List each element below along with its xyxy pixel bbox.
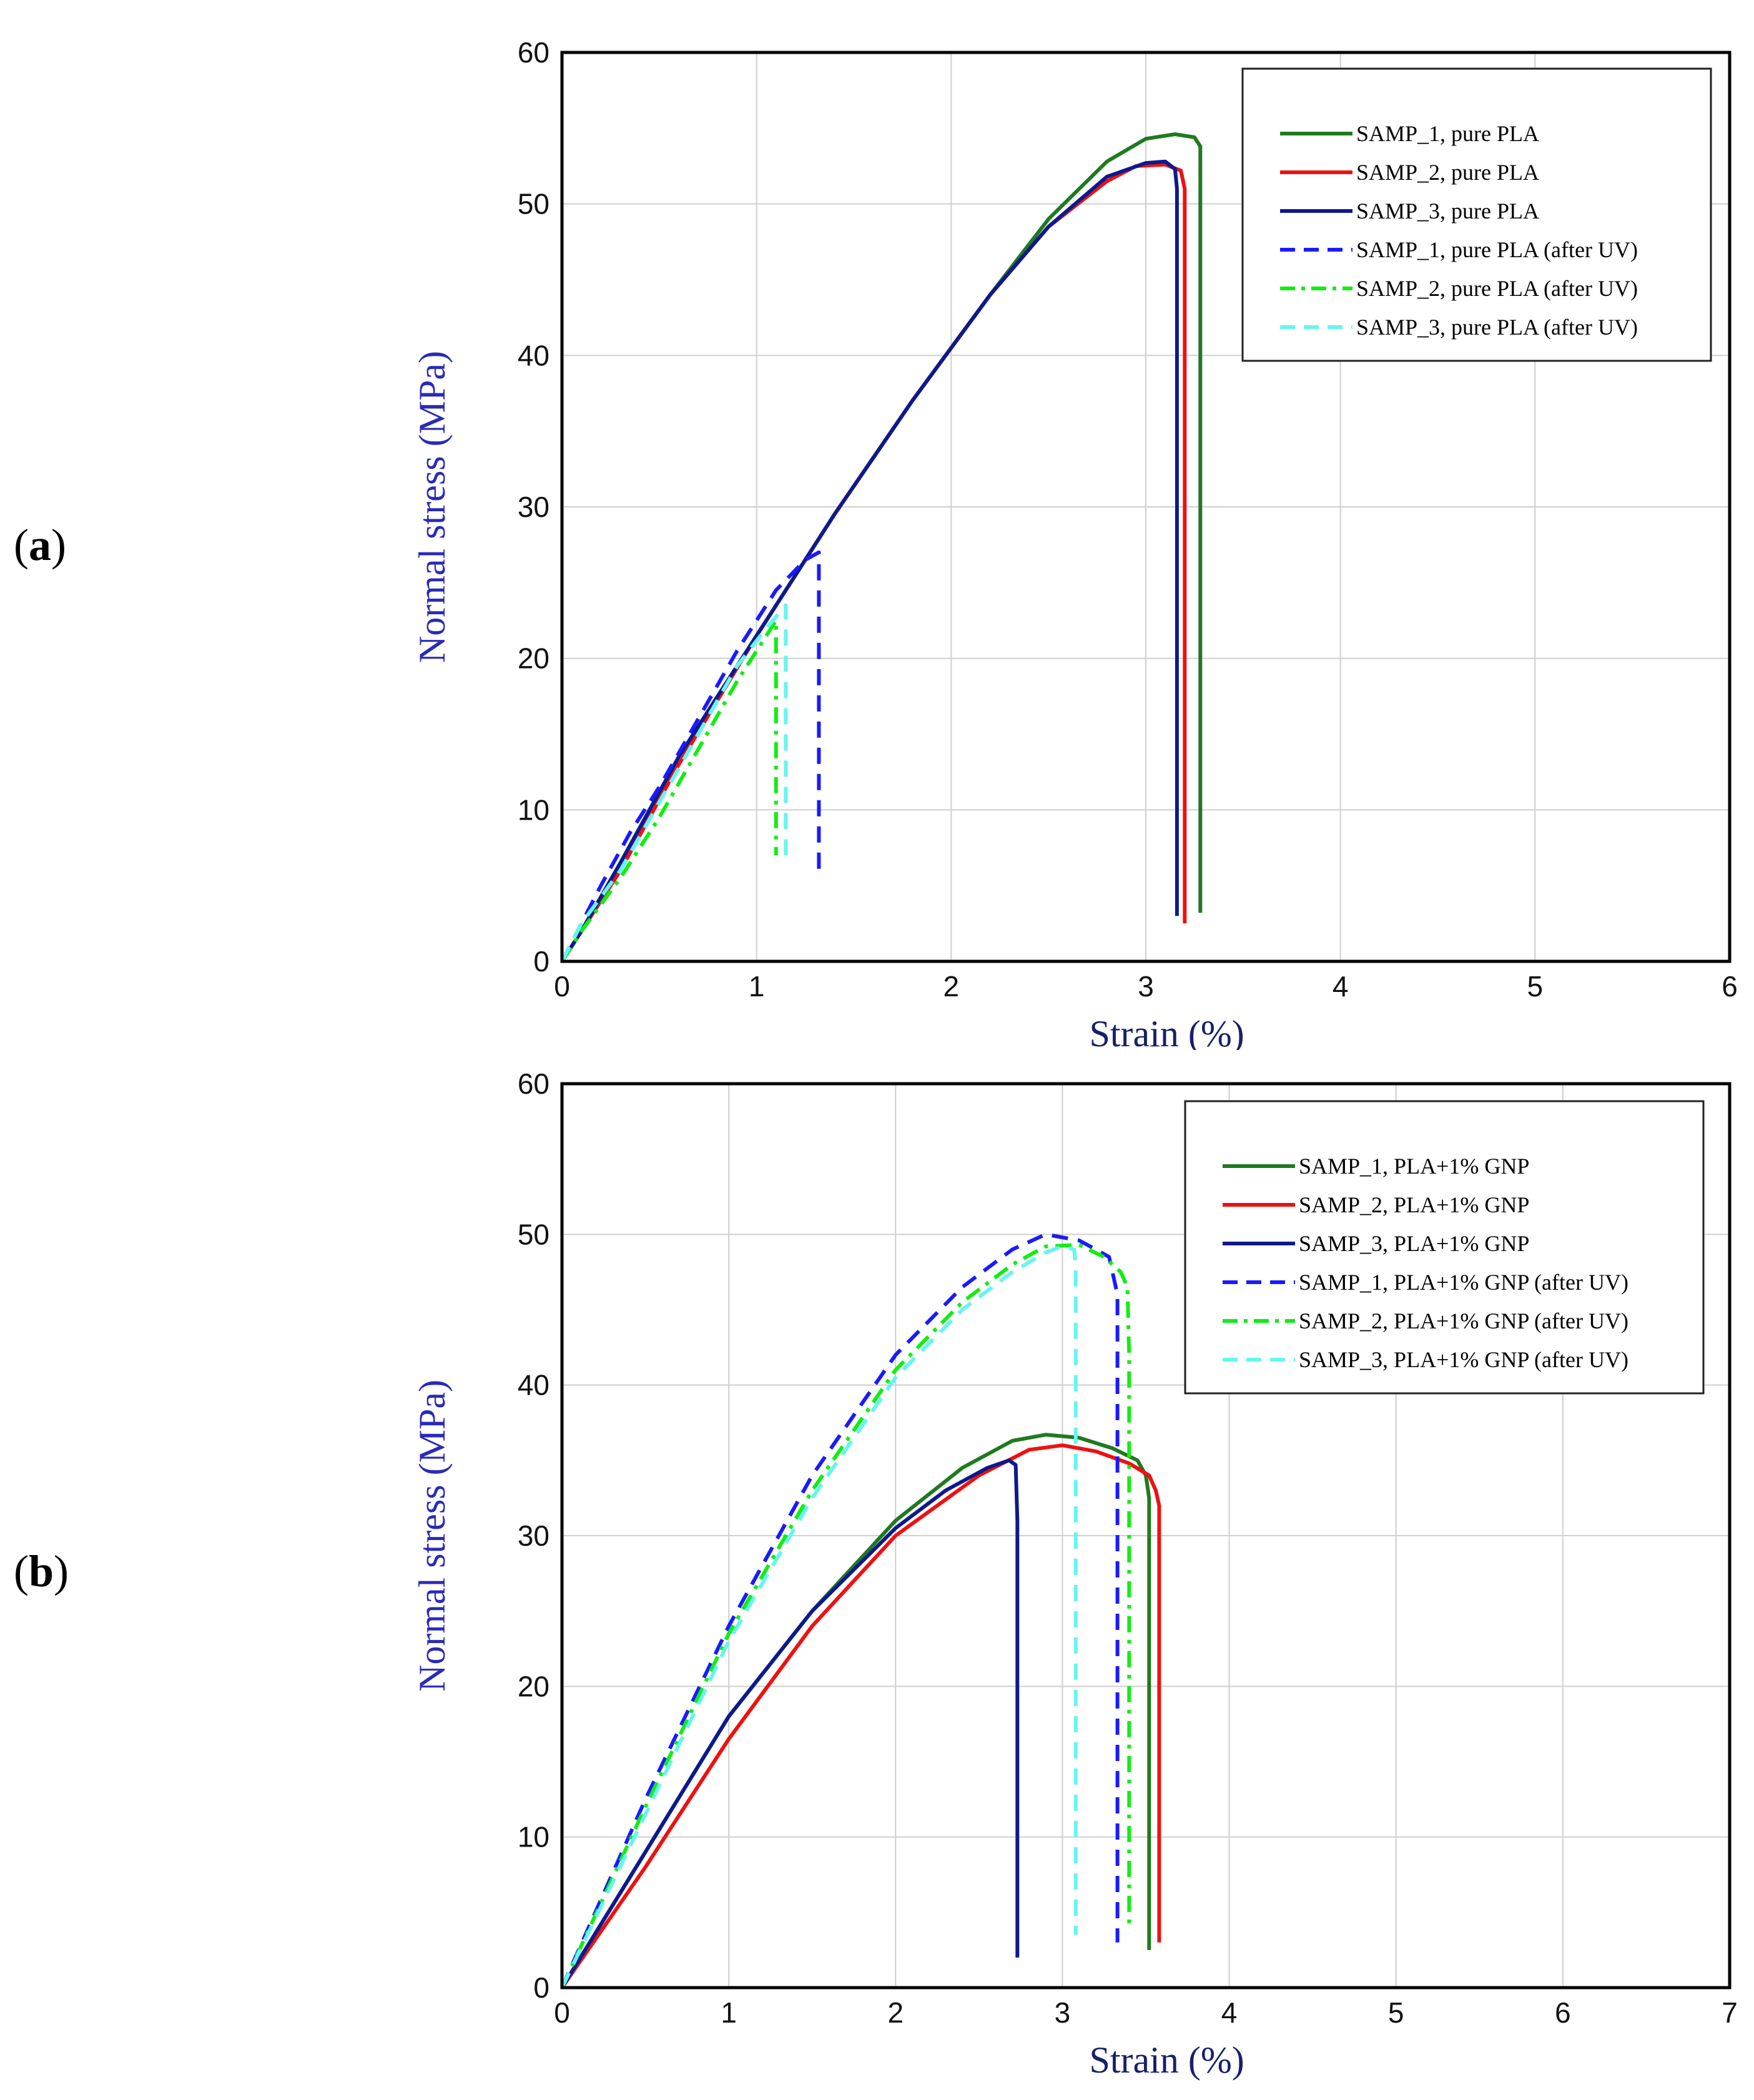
x-tick-label-a-0: 0: [554, 970, 570, 1003]
legend-box-b: [1184, 1100, 1705, 1395]
x-tick-label-b-3: 3: [1055, 1996, 1071, 2029]
series-line-b-2: [560, 1458, 1020, 1989]
y-tick-label-b-6: 60: [518, 1067, 549, 1100]
series-line-b-1: [560, 1443, 1161, 1989]
plot-frame-a: [560, 51, 1732, 963]
y-axis-title-a: Normal stress (MPa): [411, 351, 453, 663]
series-line-b-0: [560, 1433, 1151, 1989]
series-line-b-4: [560, 1243, 1131, 1989]
legend-label-a-5: SAMP_3, pure PLA (after UV): [1356, 315, 1638, 340]
y-tick-label-a-4: 40: [518, 339, 549, 371]
chart-b: 0 1 2 3 4 5 6 7 0 10 20 30 40 50 60 Strain (%) Normal st…: [411, 1067, 1738, 2081]
y-tick-label-a-3: 30: [518, 491, 549, 523]
x-tick-label-a-2: 2: [944, 970, 960, 1003]
x-tick-label-a-5: 5: [1527, 970, 1544, 1003]
x-tick-label-b-4: 4: [1221, 1996, 1238, 2029]
x-tick-label-b-5: 5: [1388, 1996, 1404, 2029]
y-tick-label-b-0: 0: [533, 1971, 549, 2004]
series-line-a-2: [560, 159, 1179, 963]
x-axis-title-b: Strain (%): [1090, 2039, 1244, 2081]
x-tick-label-b-0: 0: [554, 1996, 570, 2029]
series-line-a-5: [560, 603, 788, 963]
y-axis-title-b: Normal stress (MPa): [411, 1380, 453, 1692]
series-line-a-4: [560, 619, 778, 963]
x-tick-label-a-1: 1: [749, 970, 765, 1003]
series-line-b-5: [560, 1244, 1078, 1989]
x-tick-label-b-2: 2: [887, 1996, 904, 2029]
legend-label-b-5: SAMP_3, PLA+1% GNP (after UV): [1299, 1347, 1628, 1372]
y-tick-label-a-5: 50: [518, 188, 549, 220]
panel-letter-a: a: [28, 520, 51, 570]
y-tick-label-b-5: 50: [518, 1218, 549, 1250]
legend-label-b-1: SAMP_2, PLA+1% GNP: [1299, 1192, 1529, 1217]
y-tick-label-b-4: 40: [518, 1369, 549, 1401]
legend-box-a: [1241, 67, 1712, 362]
legend-label-b-3: SAMP_1, PLA+1% GNP (after UV): [1299, 1270, 1628, 1295]
y-tick-label-a-2: 20: [518, 642, 549, 675]
legend-label-a-2: SAMP_3, pure PLA: [1356, 199, 1539, 223]
legend-label-b-0: SAMP_1, PLA+1% GNP: [1299, 1154, 1529, 1179]
legend-label-a-0: SAMP_1, pure PLA: [1356, 121, 1539, 146]
series-line-a-1: [560, 162, 1187, 963]
x-tick-label-b-1: 1: [721, 1996, 737, 2029]
legend-label-b-4: SAMP_2, PLA+1% GNP (after UV): [1299, 1308, 1628, 1333]
x-tick-label-b-7: 7: [1722, 1996, 1738, 2029]
y-tick-label-b-1: 10: [518, 1821, 549, 1853]
x-tick-label-b-6: 6: [1555, 1996, 1571, 2029]
y-tick-label-a-6: 60: [518, 36, 549, 69]
series-line-a-0: [560, 132, 1203, 963]
series-line-a-3: [560, 550, 821, 963]
y-tick-label-a-0: 0: [533, 945, 549, 978]
x-tick-label-a-3: 3: [1138, 970, 1154, 1003]
plot-frame-b: [560, 1082, 1732, 1990]
panel-label-b: (b): [14, 1546, 69, 1596]
panel-label-a: (a): [14, 520, 66, 570]
panel-letter-b: b: [28, 1546, 54, 1596]
x-tick-label-a-4: 4: [1333, 970, 1349, 1003]
legend-label-a-4: SAMP_2, pure PLA (after UV): [1356, 276, 1638, 301]
legend-label-a-1: SAMP_2, pure PLA: [1356, 160, 1539, 185]
series-line-b-3: [560, 1232, 1120, 1989]
legend-label-b-2: SAMP_3, PLA+1% GNP: [1299, 1231, 1529, 1256]
y-tick-label-a-1: 10: [518, 793, 549, 826]
x-axis-title-a: Strain (%): [1090, 1013, 1244, 1050]
legend-label-a-3: SAMP_1, pure PLA (after UV): [1356, 237, 1638, 262]
y-tick-label-b-3: 30: [518, 1519, 549, 1552]
y-tick-label-b-2: 20: [518, 1670, 549, 1702]
x-tick-label-a-6: 6: [1722, 970, 1738, 1003]
